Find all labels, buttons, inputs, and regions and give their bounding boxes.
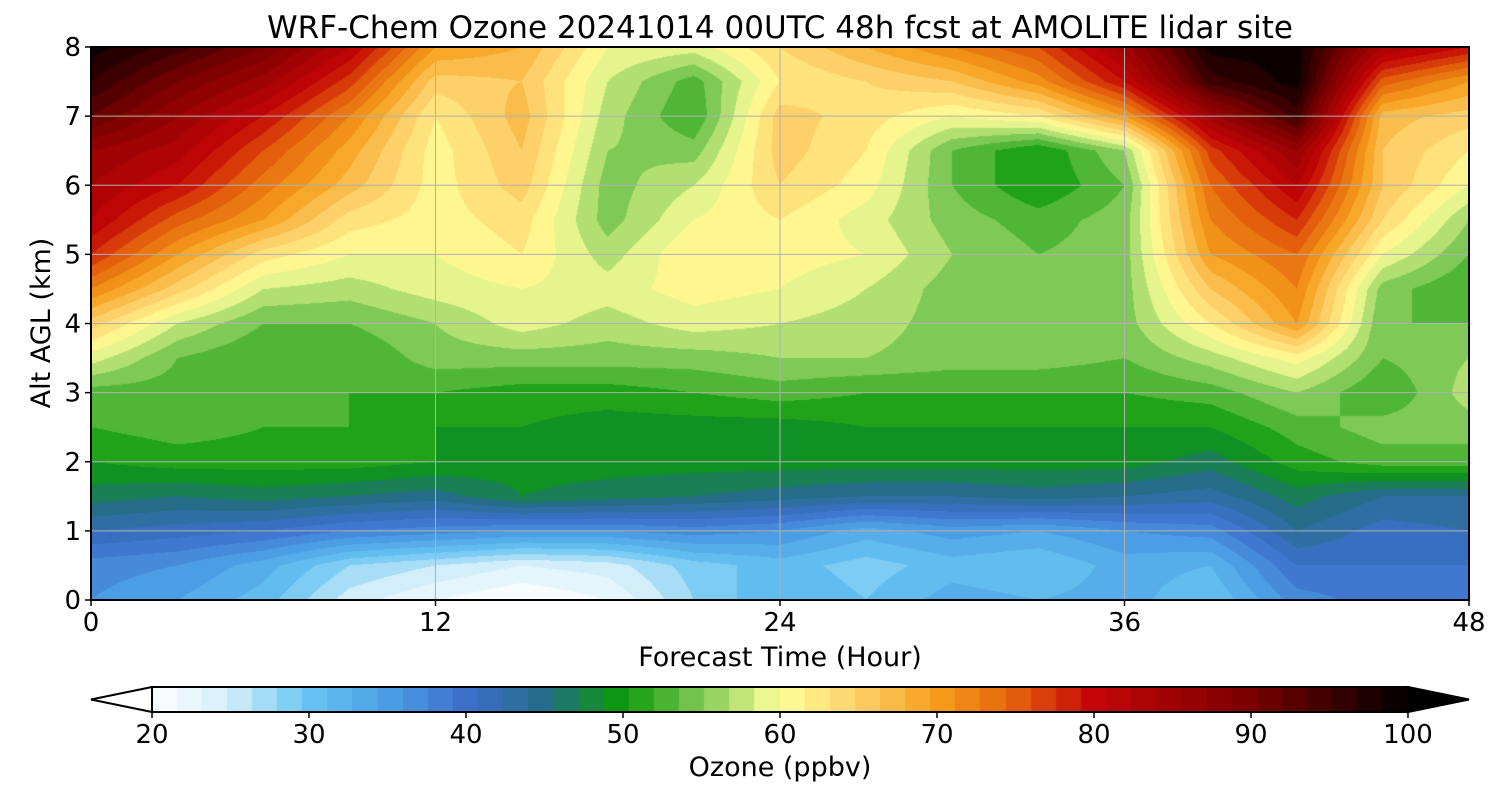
colorbar-gradient [152, 687, 1408, 712]
y-tick-label: 3 [64, 379, 81, 409]
y-tick-label: 0 [64, 586, 81, 616]
y-axis-label: Alt AGL (km) [26, 238, 57, 409]
y-tick-label: 8 [64, 33, 81, 63]
x-tick-label: 48 [1452, 608, 1485, 638]
y-tick-label: 4 [64, 310, 81, 340]
colorbar-tick-label: 40 [449, 720, 482, 750]
y-tick-label: 5 [64, 240, 81, 270]
colorbar-ticks: 20 30 40 50 60 70 80 90 100 [135, 712, 1433, 750]
x-tick-label: 24 [763, 608, 796, 638]
colorbar: 20 30 40 50 60 70 80 90 100 Ozone (ppbv) [90, 685, 1470, 783]
colorbar-tick-label: 70 [920, 720, 953, 750]
colorbar-tick-label: 100 [1383, 720, 1433, 750]
x-tick-label: 12 [419, 608, 452, 638]
y-tick-label: 7 [64, 102, 81, 132]
y-tick-label: 2 [64, 448, 81, 478]
colorbar-label: Ozone (ppbv) [689, 752, 872, 783]
y-axis: 0 1 2 3 4 5 6 7 8 [64, 33, 91, 616]
colorbar-tick-label: 80 [1077, 720, 1110, 750]
y-tick-label: 6 [64, 171, 81, 201]
colorbar-tick-label: 60 [763, 720, 796, 750]
grid-lines [91, 47, 1469, 600]
colorbar-extend-high-arrow [1407, 685, 1470, 714]
colorbar-extend-low-arrow [90, 685, 153, 714]
plot-area [90, 46, 1470, 601]
x-axis-label: Forecast Time (Hour) [638, 642, 922, 673]
colorbar-tick-label: 50 [606, 720, 639, 750]
x-axis: 0 12 24 36 48 [83, 600, 1486, 638]
x-tick-label: 0 [83, 608, 100, 638]
chart-title: WRF-Chem Ozone 20241014 00UTC 48h fcst a… [267, 10, 1293, 46]
colorbar-tick-label: 30 [292, 720, 325, 750]
colorbar-tick-label: 20 [135, 720, 168, 750]
x-tick-label: 36 [1108, 608, 1141, 638]
colorbar-tick-label: 90 [1234, 720, 1267, 750]
y-tick-label: 1 [64, 517, 81, 547]
